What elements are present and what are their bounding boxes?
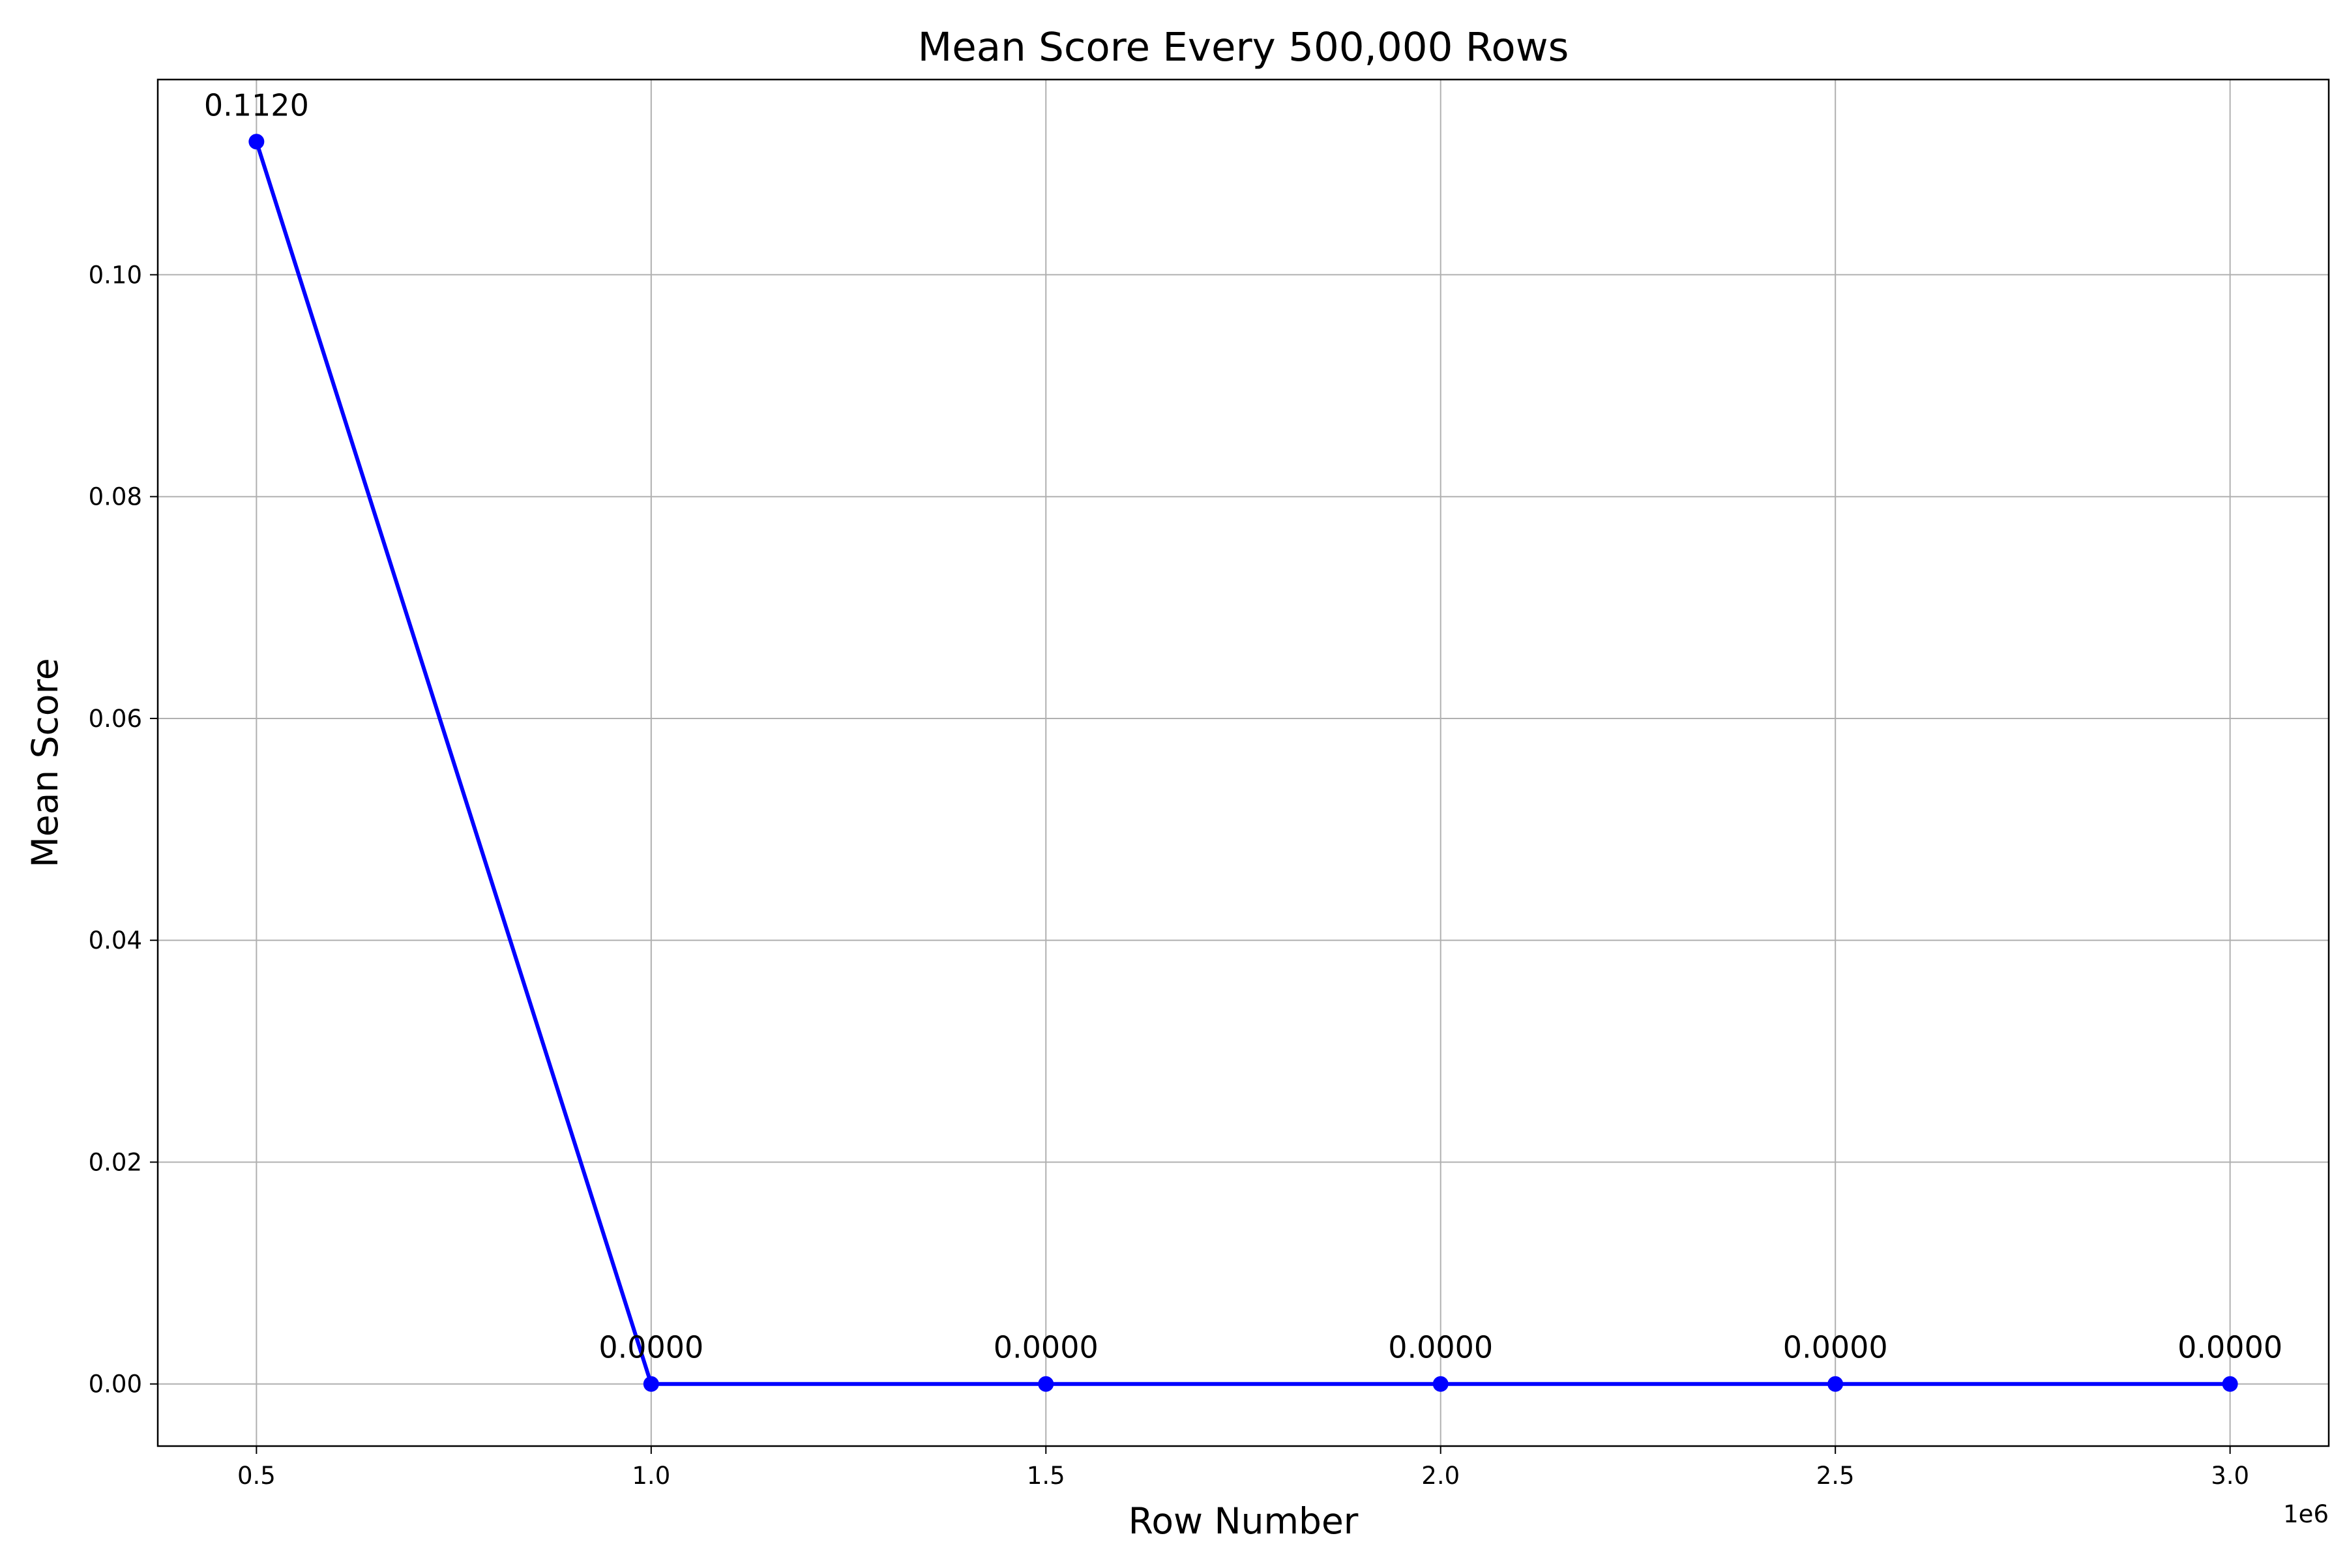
x-tick-label: 1.5 xyxy=(1027,1462,1065,1490)
data-point xyxy=(643,1376,659,1392)
data-label: 0.0000 xyxy=(1783,1330,1888,1365)
x-tick-label: 0.5 xyxy=(237,1462,276,1490)
x-axis-offset-label: 1e6 xyxy=(2283,1500,2329,1528)
data-point xyxy=(248,134,265,150)
data-label: 0.0000 xyxy=(994,1330,1099,1365)
data-point xyxy=(1827,1376,1844,1392)
data-label: 0.0000 xyxy=(598,1330,703,1365)
y-axis-label: Mean Score xyxy=(24,658,66,867)
data-labels: 0.1120 0.0000 0.0000 0.0000 0.0000 0.0000 xyxy=(204,87,2282,1365)
y-tick-label: 0.04 xyxy=(89,926,142,954)
x-tick-label: 1.0 xyxy=(632,1462,670,1490)
data-point xyxy=(1038,1376,1054,1392)
y-tick-label: 0.10 xyxy=(89,261,142,289)
data-point xyxy=(2222,1376,2238,1392)
data-label: 0.0000 xyxy=(1388,1330,1493,1365)
plot-frame xyxy=(156,78,2330,1447)
y-tick-label: 0.02 xyxy=(89,1148,142,1176)
x-tick-label: 2.0 xyxy=(1421,1462,1460,1490)
y-tick-label: 0.06 xyxy=(89,705,142,733)
data-point xyxy=(1432,1376,1449,1392)
x-tick-label: 3.0 xyxy=(2211,1462,2249,1490)
x-tick-label: 2.5 xyxy=(1816,1462,1855,1490)
series-line xyxy=(254,141,2230,1386)
grid-lines xyxy=(158,80,2329,1446)
y-tick-label: 0.08 xyxy=(89,483,142,511)
data-label: 0.1120 xyxy=(204,87,309,123)
data-label: 0.0000 xyxy=(2177,1330,2282,1365)
axis-ticks: 0.5 1.0 1.5 2.0 2.5 3.0 0.00 0.02 0.04 0.06 0.08 0.… xyxy=(89,261,2249,1490)
x-axis-label: Row Number xyxy=(1129,1500,1359,1542)
y-tick-label: 0.00 xyxy=(89,1370,142,1398)
series-layer xyxy=(248,134,2238,1392)
chart-title: Mean Score Every 500,000 Rows xyxy=(918,24,1569,70)
